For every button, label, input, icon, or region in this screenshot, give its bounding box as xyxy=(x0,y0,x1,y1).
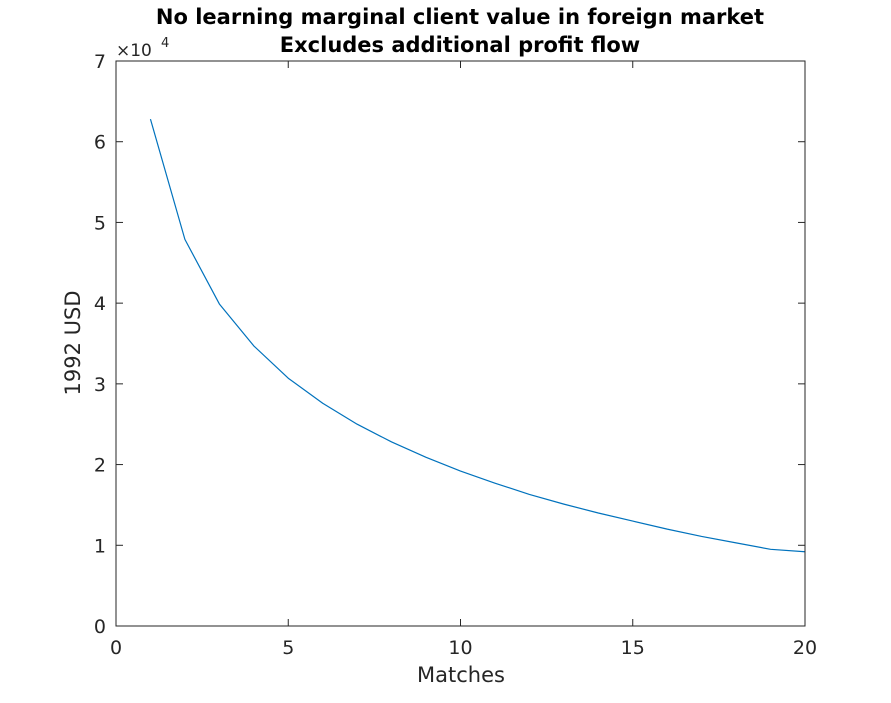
y-tick-label: 3 xyxy=(94,374,106,396)
y-axis-label: 1992 USD xyxy=(61,291,85,396)
chart-title: No learning marginal client value in for… xyxy=(156,5,764,29)
x-tick-label: 15 xyxy=(621,637,645,659)
x-tick-label: 5 xyxy=(282,637,294,659)
plot-frame xyxy=(115,60,806,627)
y-tick-label: 5 xyxy=(94,212,106,234)
series-line xyxy=(149,118,806,553)
y-tick-label: 1 xyxy=(94,535,106,557)
x-tick-label: 20 xyxy=(793,637,817,659)
y-exponent-base: ×10 xyxy=(116,41,152,61)
y-tick-label: 4 xyxy=(94,293,106,315)
axis-ticks: 0 5 10 15 20 0 1 2 3 4 5 6 7 xyxy=(94,51,817,659)
y-tick-label: 0 xyxy=(94,616,106,638)
x-tick-label: 10 xyxy=(448,637,472,659)
y-exponent-power: 4 xyxy=(161,36,169,51)
y-tick-label: 2 xyxy=(94,455,106,477)
y-axis-exponent: ×10 4 xyxy=(116,36,169,61)
x-tick-label: 0 xyxy=(110,637,122,659)
plot-area xyxy=(116,61,805,626)
series-layer xyxy=(149,118,806,553)
chart-subtitle: Excludes additional profit flow xyxy=(280,33,640,57)
y-tick-label: 6 xyxy=(94,132,106,154)
y-tick-label: 7 xyxy=(94,51,106,73)
x-axis-label: Matches xyxy=(417,663,505,687)
